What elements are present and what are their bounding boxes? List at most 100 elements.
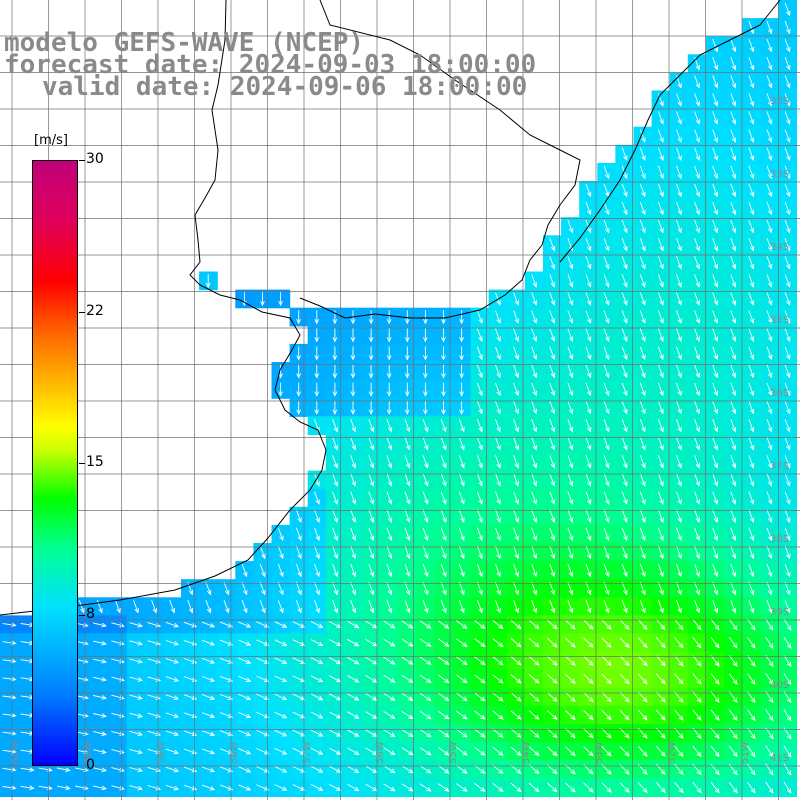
wind-arrow — [748, 310, 755, 324]
wind-arrow — [332, 455, 338, 469]
wind-arrow — [712, 165, 719, 180]
wind-arrow — [565, 782, 576, 793]
wind-arrow — [383, 729, 396, 738]
wind-arrow — [368, 509, 375, 523]
wind-arrow — [274, 621, 288, 628]
wind-arrow — [784, 2, 791, 17]
wind-arrow — [459, 310, 464, 325]
wind-arrow — [419, 620, 432, 629]
wind-arrow — [458, 527, 465, 542]
wind-arrow — [474, 746, 486, 756]
wind-arrow — [292, 639, 306, 646]
wind-arrow — [458, 455, 465, 469]
wind-arrow — [712, 57, 719, 71]
wind-arrow — [2, 785, 17, 791]
wind-arrow — [694, 111, 700, 125]
wind-arrow — [441, 400, 446, 415]
wind-arrow — [694, 346, 700, 361]
wind-arrow — [495, 346, 501, 361]
wind-arrow — [310, 765, 324, 773]
wind-arrow — [531, 292, 538, 306]
wind-arrow — [676, 111, 682, 125]
wind-arrow — [712, 328, 719, 342]
wind-arrow — [238, 675, 252, 682]
wind-arrow — [603, 328, 610, 342]
wind-arrow — [585, 382, 592, 397]
wind-arrow — [531, 400, 538, 415]
wind-arrow — [730, 219, 737, 234]
wind-arrow — [603, 165, 610, 180]
wind-arrow — [621, 527, 628, 542]
wind-arrow — [531, 527, 538, 542]
wind-arrow — [603, 455, 610, 469]
wind-arrow — [347, 657, 360, 665]
wind-arrow — [730, 364, 737, 379]
wind-arrow — [549, 419, 556, 433]
wind-arrow — [241, 581, 248, 596]
wind-arrow — [639, 165, 646, 180]
wind-arrow — [567, 400, 574, 415]
wind-arrow — [766, 20, 773, 35]
wind-arrow — [676, 328, 682, 342]
wind-arrow — [766, 400, 773, 415]
wind-arrow — [694, 364, 700, 379]
wind-arrow — [674, 745, 684, 758]
wind-arrow — [458, 563, 465, 578]
wind-arrow — [657, 256, 664, 270]
wind-arrow — [165, 640, 180, 646]
wind-arrow — [712, 292, 719, 306]
wind-arrow — [766, 129, 773, 143]
wind-arrow — [531, 346, 538, 361]
wind-arrow — [712, 545, 719, 560]
wind-arrow — [748, 455, 755, 469]
wind-arrow — [567, 274, 574, 288]
wind-arrow — [748, 364, 755, 379]
wind-arrow — [495, 563, 501, 578]
wind-arrow — [656, 691, 666, 703]
wind-arrow — [747, 781, 756, 794]
wind-arrow — [748, 93, 755, 107]
wind-arrow — [383, 638, 396, 647]
wind-arrow — [129, 730, 143, 737]
wind-arrow — [549, 509, 556, 523]
wind-arrow — [603, 201, 610, 216]
lat-label: 35S — [770, 315, 789, 326]
wind-arrow — [476, 473, 483, 487]
wind-arrow — [368, 563, 375, 578]
wind-arrow — [730, 400, 737, 415]
wind-arrow — [129, 640, 143, 646]
wind-arrow — [784, 238, 791, 252]
wind-arrow — [676, 346, 682, 361]
wind-arrow — [368, 328, 374, 343]
lat-label: 33S — [770, 169, 789, 180]
wind-arrow — [2, 749, 17, 754]
wind-arrow — [766, 238, 773, 252]
valid-date: valid date: 2024-09-06 18:00:00 — [42, 72, 528, 102]
wind-arrow — [676, 201, 682, 216]
wind-arrow — [784, 129, 791, 143]
wind-arrow — [585, 419, 592, 433]
wind-arrow — [730, 545, 737, 560]
wind-arrow — [510, 692, 522, 702]
wind-arrow — [510, 746, 522, 756]
wind-arrow — [383, 674, 396, 683]
wind-arrow — [546, 655, 558, 666]
wind-arrow — [401, 729, 414, 738]
wind-arrow — [459, 328, 464, 343]
lon-label: 57W — [302, 741, 313, 764]
wind-arrow — [639, 201, 646, 216]
wind-arrow — [476, 600, 483, 614]
wind-arrow — [495, 581, 501, 596]
wind-arrow — [583, 728, 594, 739]
wind-arrow — [474, 783, 486, 792]
wind-arrow — [495, 509, 501, 523]
wind-arrow — [621, 256, 628, 270]
wind-arrow — [256, 711, 270, 719]
wind-arrow — [510, 638, 522, 648]
wind-arrow — [639, 292, 646, 306]
wind-arrow — [676, 165, 682, 180]
wind-arrow — [692, 781, 702, 794]
wind-arrow — [730, 238, 737, 252]
wind-arrow — [583, 655, 594, 666]
wind-arrow — [422, 473, 429, 487]
